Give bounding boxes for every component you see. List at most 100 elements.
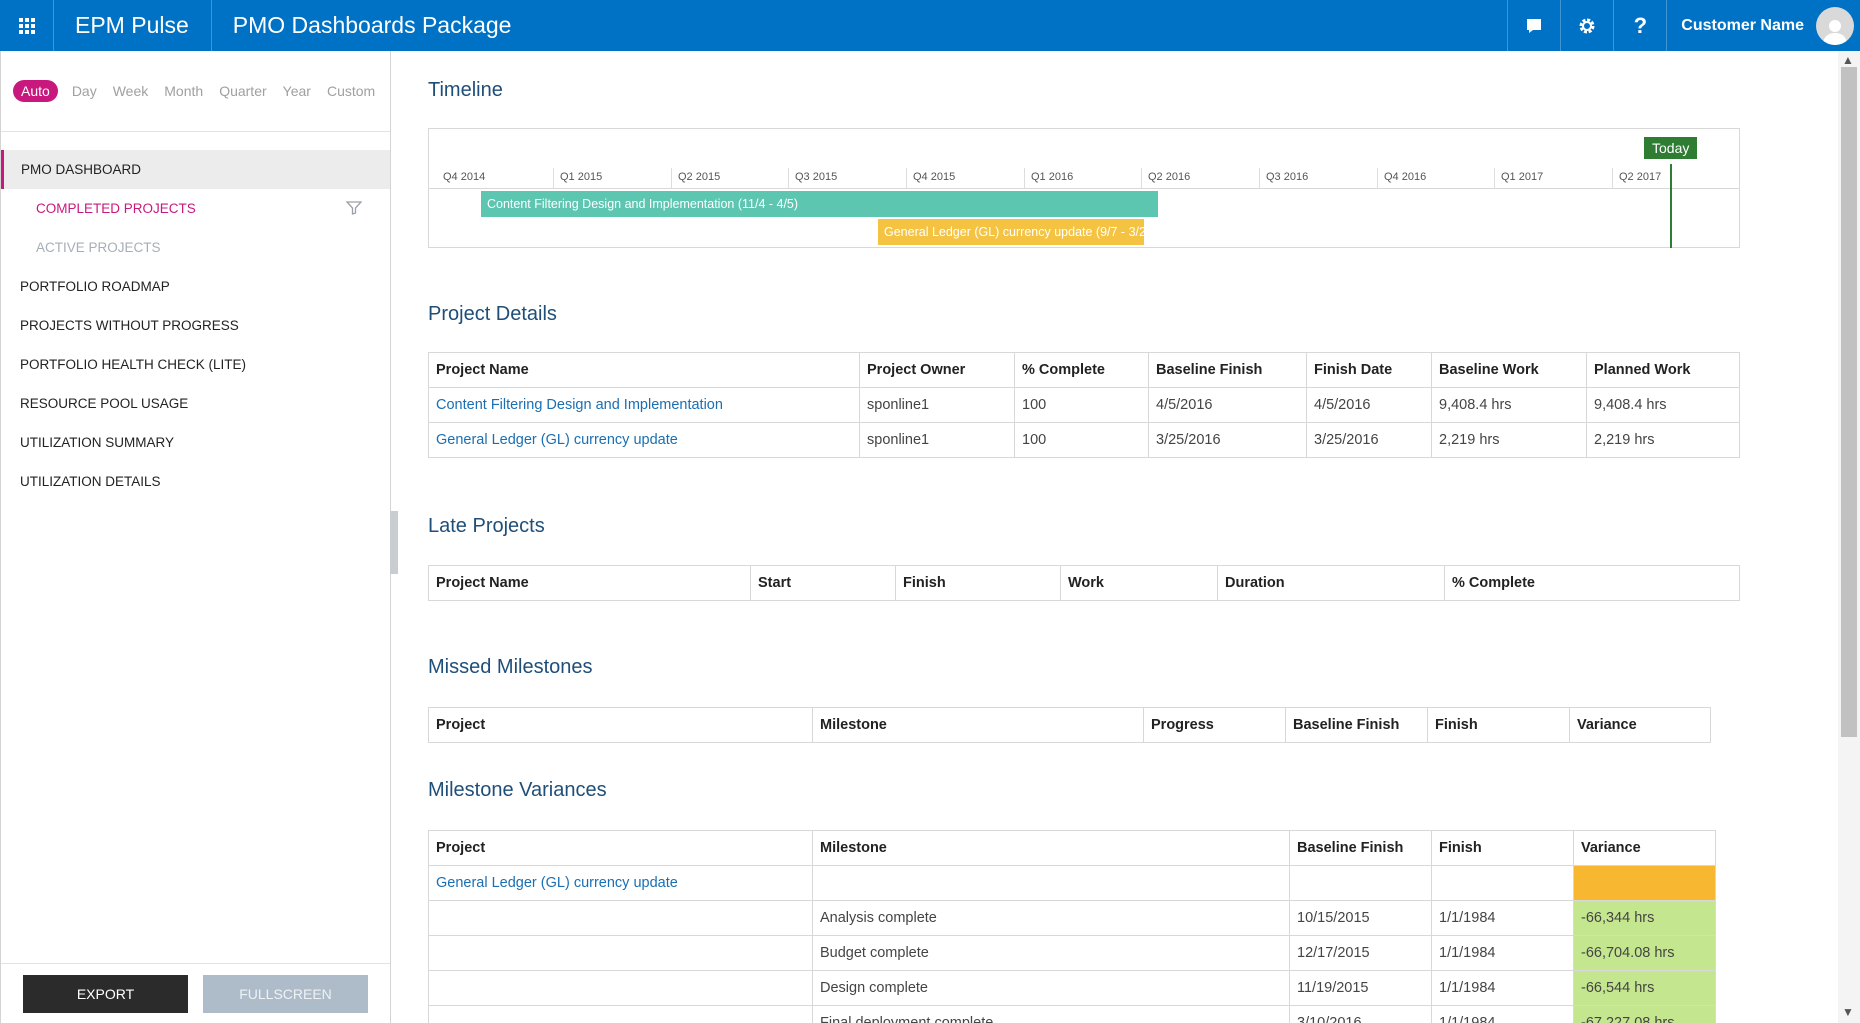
column-header[interactable]: % Complete <box>1014 352 1149 388</box>
table-cell: 1/1/1984 <box>1431 900 1574 936</box>
column-header[interactable]: Variance <box>1569 707 1711 743</box>
sidebar-item-projects-without-progress[interactable]: PROJECTS WITHOUT PROGRESS <box>20 318 239 333</box>
table-cell: sponline1 <box>859 387 1015 423</box>
help-icon[interactable]: ? <box>1613 0 1666 51</box>
table-header-row: Project Milestone Baseline Finish Finish… <box>428 830 1716 866</box>
timeline-tick: Q3 2015 <box>788 168 837 189</box>
sidebar-item-completed-projects[interactable]: COMPLETED PROJECTS <box>1 189 390 228</box>
project-link[interactable]: General Ledger (GL) currency update <box>436 432 678 448</box>
timeline-tick: Q4 2014 <box>443 171 486 183</box>
table-row: Analysis complete 10/15/2015 1/1/1984 -6… <box>428 900 1716 936</box>
column-header[interactable]: Project Owner <box>859 352 1015 388</box>
range-day[interactable]: Day <box>71 83 97 99</box>
user-menu[interactable]: Customer Name <box>1666 0 1860 51</box>
table-cell: sponline1 <box>859 422 1015 458</box>
table-cell: 100 <box>1014 387 1149 423</box>
column-header[interactable]: % Complete <box>1444 565 1740 601</box>
sidebar-nav: PMO DASHBOARD COMPLETED PROJECTS ACTIVE … <box>1 132 390 501</box>
gear-icon[interactable] <box>1560 0 1613 51</box>
column-header[interactable]: Project Name <box>428 352 860 388</box>
column-header[interactable]: Finish Date <box>1306 352 1432 388</box>
table-cell: 12/17/2015 <box>1289 935 1432 971</box>
project-details-table: Project Name Project Owner % Complete Ba… <box>428 352 1740 458</box>
table-cell: 4/5/2016 <box>1306 387 1432 423</box>
column-header[interactable]: Baseline Work <box>1431 352 1587 388</box>
column-header[interactable]: Baseline Finish <box>1285 707 1428 743</box>
fullscreen-button[interactable]: FULLSCREEN <box>203 974 368 1013</box>
sidebar-item-portfolio-roadmap[interactable]: PORTFOLIO ROADMAP <box>20 279 170 294</box>
sidebar-item-active-projects[interactable]: ACTIVE PROJECTS <box>36 240 161 255</box>
column-header[interactable]: Milestone <box>812 830 1290 866</box>
table-row: General Ledger (GL) currency update spon… <box>428 422 1740 458</box>
table-cell <box>428 900 813 936</box>
sidebar-item-pmo-dashboard[interactable]: PMO DASHBOARD <box>1 150 390 189</box>
table-cell <box>1289 865 1432 901</box>
missed-milestones-table: Project Milestone Progress Baseline Fini… <box>428 707 1711 743</box>
range-week[interactable]: Week <box>112 83 149 99</box>
late-projects-table: Project Name Start Finish Work Duration … <box>428 565 1740 601</box>
sidebar-item-utilization-summary[interactable]: UTILIZATION SUMMARY <box>20 435 175 450</box>
table-row: Budget complete 12/17/2015 1/1/1984 -66,… <box>428 935 1716 971</box>
column-header[interactable]: Planned Work <box>1586 352 1740 388</box>
scrollbar-thumb[interactable] <box>1841 67 1857 737</box>
project-link[interactable]: General Ledger (GL) currency update <box>436 875 678 891</box>
chat-icon[interactable] <box>1507 0 1560 51</box>
column-header[interactable]: Project <box>428 830 813 866</box>
app-name[interactable]: EPM Pulse <box>54 0 212 51</box>
sidebar-actions: EXPORT FULLSCREEN <box>1 963 390 1023</box>
sidebar-collapse-handle[interactable] <box>390 511 398 574</box>
sidebar-item-resource-pool-usage[interactable]: RESOURCE POOL USAGE <box>20 396 189 411</box>
table-header-row: Project Milestone Progress Baseline Fini… <box>428 707 1711 743</box>
table-cell: 1/1/1984 <box>1431 1005 1574 1023</box>
column-header[interactable]: Finish <box>1431 830 1574 866</box>
table-cell: 100 <box>1014 422 1149 458</box>
column-header[interactable]: Variance <box>1573 830 1716 866</box>
user-name: Customer Name <box>1681 16 1804 34</box>
table-cell: 9,408.4 hrs <box>1431 387 1587 423</box>
date-range-selector: Auto Day Week Month Quarter Year Custom <box>1 51 390 132</box>
column-header[interactable]: Project Name <box>428 565 751 601</box>
milestone-cell: Budget complete <box>812 935 1290 971</box>
scroll-up-icon[interactable]: ▲ <box>1842 53 1854 67</box>
vertical-scrollbar[interactable]: ▲ ▼ <box>1838 51 1860 1023</box>
variance-cell: -66,544 hrs <box>1573 970 1716 1006</box>
table-cell <box>428 1005 813 1023</box>
table-cell <box>428 970 813 1006</box>
column-header[interactable]: Project <box>428 707 813 743</box>
column-header[interactable]: Finish <box>895 565 1061 601</box>
timeline-bar-general-ledger[interactable]: General Ledger (GL) currency update (9/7… <box>878 219 1144 245</box>
project-name-cell: General Ledger (GL) currency update <box>428 865 813 901</box>
timeline-bar-content-filtering[interactable]: Content Filtering Design and Implementat… <box>481 191 1158 217</box>
column-header[interactable]: Finish <box>1427 707 1570 743</box>
project-link[interactable]: Content Filtering Design and Implementat… <box>436 397 723 413</box>
column-header[interactable]: Duration <box>1217 565 1445 601</box>
table-cell: 1/1/1984 <box>1431 935 1574 971</box>
column-header[interactable]: Progress <box>1143 707 1286 743</box>
range-custom[interactable]: Custom <box>326 83 376 99</box>
column-header[interactable]: Start <box>750 565 896 601</box>
column-header[interactable]: Milestone <box>812 707 1144 743</box>
sidebar-item-portfolio-health-check[interactable]: PORTFOLIO HEALTH CHECK (LITE) <box>20 357 247 372</box>
range-quarter[interactable]: Quarter <box>219 83 267 99</box>
table-cell: 3/25/2016 <box>1306 422 1432 458</box>
table-cell: 10/15/2015 <box>1289 900 1432 936</box>
range-year[interactable]: Year <box>282 83 311 99</box>
range-month[interactable]: Month <box>164 83 204 99</box>
column-header[interactable]: Work <box>1060 565 1218 601</box>
app-launcher-icon[interactable] <box>0 0 54 51</box>
column-header[interactable]: Baseline Finish <box>1148 352 1307 388</box>
table-cell: 11/19/2015 <box>1289 970 1432 1006</box>
timeline-tick: Q1 2017 <box>1494 168 1543 189</box>
milestone-variances-title: Milestone Variances <box>428 779 607 801</box>
filter-icon[interactable] <box>345 201 363 218</box>
sidebar-item-utilization-details[interactable]: UTILIZATION DETAILS <box>20 474 161 489</box>
column-header[interactable]: Baseline Finish <box>1289 830 1432 866</box>
table-row: Content Filtering Design and Implementat… <box>428 387 1740 423</box>
top-bar: EPM Pulse PMO Dashboards Package ? Custo… <box>0 0 1860 51</box>
table-cell <box>812 865 1290 901</box>
scroll-down-icon[interactable]: ▼ <box>1842 1005 1854 1019</box>
variance-cell: -67,227.08 hrs <box>1573 1005 1716 1023</box>
range-auto[interactable]: Auto <box>13 80 58 102</box>
variance-cell: -66,704.08 hrs <box>1573 935 1716 971</box>
export-button[interactable]: EXPORT <box>23 974 188 1013</box>
